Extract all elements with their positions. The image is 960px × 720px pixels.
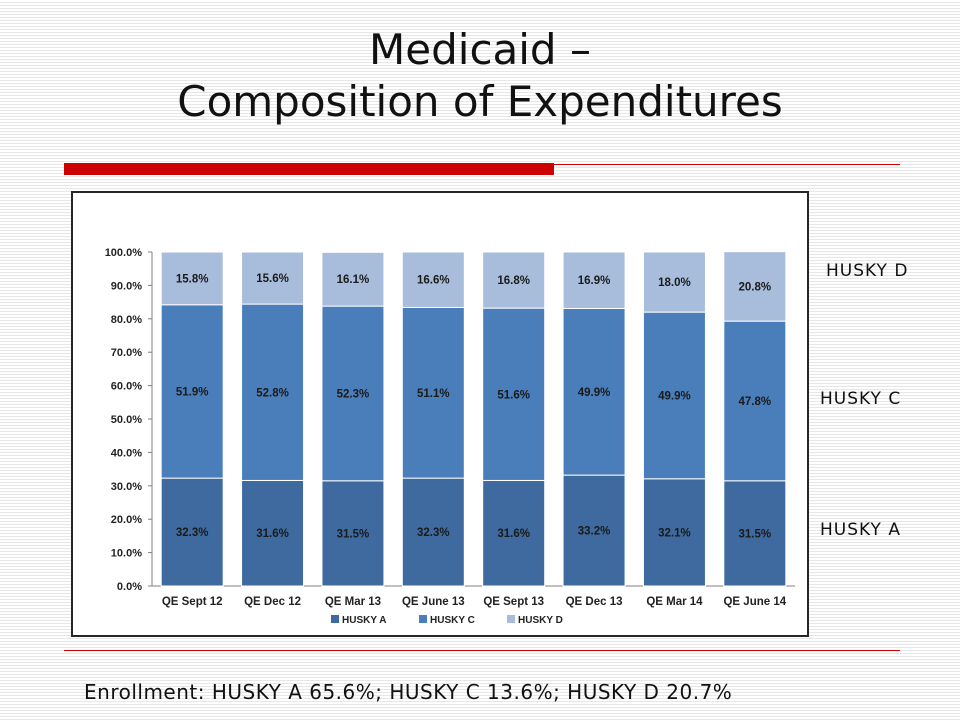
legend-swatch: [331, 615, 339, 623]
chart-frame: 0.0% 10.0% 20.0% 30.0% 40.0% 50.0% 60.0% 70.0% 8…: [71, 191, 809, 637]
data-label: 52.8%: [256, 387, 289, 399]
x-tick-label: QE June 13: [402, 596, 465, 608]
data-label: 32.3%: [417, 527, 450, 539]
x-tick-label: QE Dec 12: [244, 596, 301, 608]
data-label: 32.1%: [658, 527, 691, 539]
data-label: 20.8%: [739, 281, 772, 293]
data-label: 16.6%: [417, 275, 450, 287]
footer-accent-line: [64, 650, 900, 651]
y-tick-label: 0.0%: [117, 581, 142, 593]
y-tick-label: 20.0%: [111, 514, 142, 526]
bar-segment: [401, 477, 465, 587]
data-label: 47.8%: [739, 396, 772, 408]
data-label: 49.9%: [658, 390, 691, 402]
data-label: 16.8%: [497, 275, 530, 287]
x-tick-label: QE Sept 13: [483, 596, 544, 608]
legend-label: HUSKY C: [430, 615, 475, 626]
y-tick-label: 100.0%: [105, 247, 143, 259]
y-tick-label: 40.0%: [111, 447, 142, 459]
title-accent-line: [554, 164, 900, 165]
data-label: 49.9%: [578, 387, 611, 399]
side-label-husky-c: HUSKY C: [820, 389, 902, 409]
data-label: 51.1%: [417, 388, 450, 400]
data-label: 32.3%: [176, 527, 209, 539]
legend-label: HUSKY A: [342, 615, 386, 626]
side-label-husky-d: HUSKY D: [826, 261, 909, 281]
bar-segment: [321, 251, 385, 307]
y-tick-label: 70.0%: [111, 347, 142, 359]
data-label: 16.1%: [337, 274, 370, 286]
y-tick-label: 90.0%: [111, 280, 142, 292]
data-label: 16.9%: [578, 275, 611, 287]
bar-segment: [723, 251, 787, 322]
data-label: 15.8%: [176, 273, 209, 285]
legend-swatch: [419, 615, 427, 623]
bar-segment: [482, 479, 546, 587]
data-label: 33.2%: [578, 526, 611, 538]
bar-segment: [723, 320, 787, 482]
legend-swatch: [507, 615, 515, 623]
enrollment-footer: Enrollment: HUSKY A 65.6%; HUSKY C 13.6%…: [84, 680, 733, 704]
data-label: 18.0%: [658, 277, 691, 289]
bar-segment: [642, 251, 706, 313]
data-label: 31.6%: [497, 528, 530, 540]
x-tick-label: QE Dec 13: [566, 596, 623, 608]
slide-title-line2: Composition of Expenditures: [177, 77, 783, 126]
legend-label: HUSKY D: [518, 615, 563, 626]
bar-segment: [562, 474, 626, 587]
bar-segment: [160, 304, 224, 479]
bar-segment: [160, 477, 224, 587]
x-tick-label: QE June 14: [723, 596, 786, 608]
bar-segment: [241, 251, 305, 305]
bar-segment: [482, 307, 546, 481]
data-label: 31.5%: [739, 528, 772, 540]
side-label-husky-a: HUSKY A: [820, 520, 901, 540]
title-accent-bar: [64, 163, 554, 175]
slide-title-line1: Medicaid –: [369, 25, 591, 74]
bar-segment: [321, 305, 385, 482]
y-tick-label: 60.0%: [111, 381, 142, 393]
bar-segment: [160, 251, 224, 306]
stacked-bar-chart: 0.0% 10.0% 20.0% 30.0% 40.0% 50.0% 60.0% 70.0% 8…: [105, 247, 795, 626]
bar-segment: [321, 480, 385, 587]
data-label: 51.9%: [176, 386, 209, 398]
y-tick-label: 50.0%: [111, 414, 142, 426]
bar-segment: [241, 479, 305, 587]
y-tick-label: 30.0%: [111, 481, 142, 493]
bar-segment: [401, 251, 465, 308]
y-tick-label: 80.0%: [111, 314, 142, 326]
bar-segment: [562, 251, 626, 309]
data-label: 51.6%: [497, 389, 530, 401]
data-label: 52.3%: [337, 388, 370, 400]
data-label: 15.6%: [256, 273, 289, 285]
y-tick-label: 10.0%: [111, 548, 142, 560]
bar-segment: [562, 307, 626, 476]
x-tick-label: QE Mar 13: [325, 596, 381, 608]
bar-segment: [482, 251, 546, 309]
bar-segment: [241, 303, 305, 481]
bar-segment: [642, 311, 706, 480]
x-tick-label: QE Mar 14: [646, 596, 703, 608]
bar-segment: [723, 480, 787, 587]
data-label: 31.6%: [256, 528, 289, 540]
data-label: 31.5%: [337, 528, 370, 540]
slide-title: Medicaid – Composition of Expenditures: [0, 24, 960, 128]
x-tick-label: QE Sept 12: [162, 596, 223, 608]
